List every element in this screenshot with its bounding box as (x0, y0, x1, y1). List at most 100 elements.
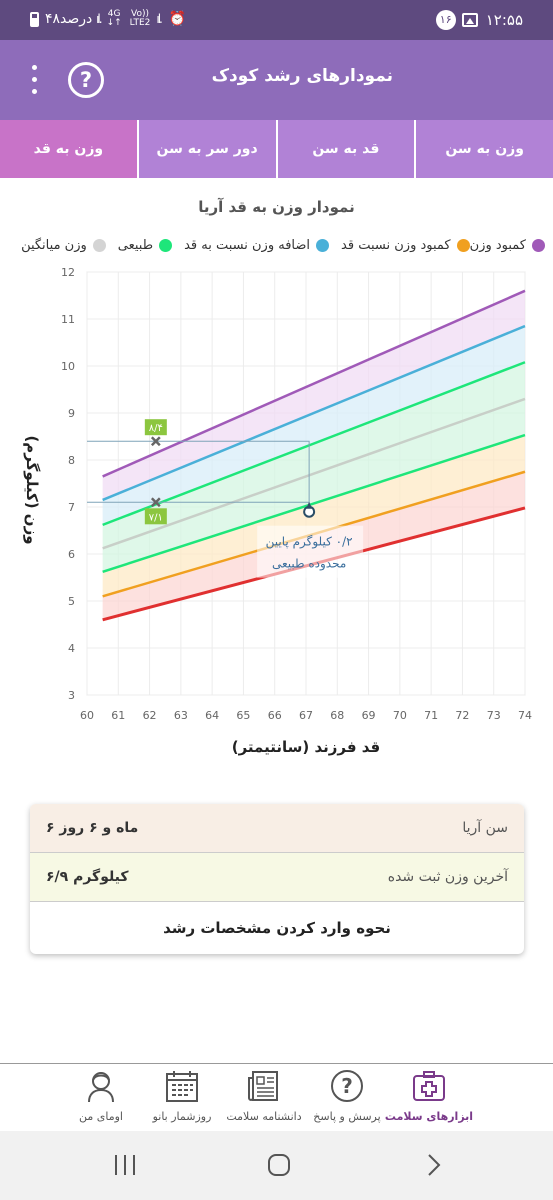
annotation-line-2: محدوده طبیعی (272, 557, 346, 572)
legend-overweight: اضافه وزن نسبت به قد (184, 238, 330, 253)
medkit-icon (413, 1071, 445, 1101)
nav-label: ابزارهای سلامت (384, 1110, 474, 1123)
child-point-pin (306, 501, 313, 509)
nav-encyclopedia[interactable]: دانشنامه سلامت (219, 1068, 309, 1123)
nav-health-tools[interactable]: ابزارهای سلامت (384, 1068, 474, 1123)
band-fill (102, 435, 526, 597)
y-tick-label: 10 (61, 360, 75, 373)
x-tick-label: 74 (518, 709, 532, 722)
legend-label: اضافه وزن نسبت به قد (184, 238, 311, 253)
limit-value-label: ۷/۱ (149, 512, 163, 523)
nav-label: پرسش و پاسخ (313, 1110, 381, 1123)
series-line (102, 289, 526, 478)
x-tick-label: 69 (362, 709, 376, 722)
band-fill (102, 326, 526, 525)
legend-normal: طبیعی (118, 238, 173, 253)
tab-bar: وزن به قد دور سر به سن قد به سن وزن به س… (0, 120, 553, 178)
nav-calendar[interactable]: روزشمار بانو (137, 1068, 227, 1123)
growth-chart: ۸/۴ ۷/۱ ۰/۲ کیلوگرم پایین محدوده طبیعی 60 61 6… (61, 266, 532, 722)
series-line (102, 324, 526, 502)
overflow-menu-icon[interactable] (26, 62, 42, 98)
tab-weight-for-height[interactable]: وزن به قد (0, 120, 137, 178)
chart-title: نمودار وزن به قد آریا (198, 198, 355, 216)
x-tick-label: 61 (111, 709, 125, 722)
x-tick-label: 62 (143, 709, 157, 722)
nav-label: دانشنامه سلامت (226, 1110, 302, 1123)
chart-legend: کمبود وزن کمبود وزن نسبت قد اضافه وزن نس… (9, 238, 545, 253)
person-icon (88, 1072, 114, 1103)
nav-questions[interactable]: ? پرسش و پاسخ (302, 1068, 392, 1123)
tab-height-for-age[interactable]: قد به سن (275, 120, 415, 178)
network-type: 4G ↓↑ (107, 10, 122, 28)
age-value: ۶ ماه و ۶ روز (46, 820, 139, 836)
weight-label: آخرین وزن ثبت شده (387, 869, 508, 885)
nav-profile[interactable]: اومای من (56, 1068, 146, 1123)
legend-dot (92, 239, 106, 252)
x-tick-label: 66 (268, 709, 282, 722)
x-tick-label: 73 (487, 709, 501, 722)
age-row: ۶ ماه و ۶ روز سن آریا (30, 804, 524, 853)
series-line (102, 361, 526, 527)
help-icon[interactable]: ? (68, 62, 104, 98)
svg-text:?: ? (341, 1074, 353, 1098)
signal2-icon: ıl. (156, 12, 163, 26)
home-icon[interactable] (266, 1151, 292, 1179)
weight-row: ۶/۹ کیلوگرم آخرین وزن ثبت شده (30, 853, 524, 902)
status-right: ۱۶ ۱۲:۵۵ (435, 10, 523, 30)
annotation-line-1: ۰/۲ کیلوگرم پایین (266, 535, 353, 550)
y-tick-label: 5 (68, 595, 75, 608)
legend-dot (456, 239, 470, 252)
legend-label: وزن میانگین (21, 238, 87, 253)
question-icon: ? (331, 1070, 363, 1102)
y-tick-label: 3 (68, 689, 75, 702)
y-axis-label-text: وزن (کیلوگرم) (23, 435, 41, 545)
net-top: 4G (107, 9, 121, 19)
nav-label: روزشمار بانو (152, 1110, 212, 1123)
tab-head-for-age[interactable]: دور سر به سن (136, 120, 276, 178)
y-tick-label: 8 (68, 454, 75, 467)
volte-text: Vo)) (131, 9, 150, 19)
clock: ۱۲:۵۵ (485, 11, 523, 29)
notification-badge: ۱۶ (435, 10, 456, 30)
volte-indicator: Vo)) LTE2 (130, 10, 151, 28)
back-icon[interactable] (424, 1151, 444, 1179)
legend-label: کمبود وزن نسبت قد (341, 238, 451, 253)
x-tick-label: 63 (174, 709, 188, 722)
alarm-icon: ⏰ (168, 11, 187, 27)
x-tick-label: 60 (80, 709, 94, 722)
x-tick-label: 68 (330, 709, 344, 722)
band-fill (102, 290, 526, 500)
x-tick-label: 67 (299, 709, 313, 722)
x-tick-label: 72 (455, 709, 469, 722)
legend-label: کمبود وزن (469, 238, 526, 253)
legend-dot (316, 239, 330, 252)
x-tick-label: 65 (236, 709, 250, 722)
y-tick-label: 11 (61, 313, 75, 326)
status-bar: ۴۸درصد ıl. 4G ↓↑ Vo)) LTE2 ıl. ⏰ ۱۶ ۱۲:۵۵ (0, 0, 553, 40)
recent-apps-icon[interactable] (112, 1151, 138, 1179)
legend-underweight-severe: کمبود وزن (470, 238, 545, 253)
growth-entry-help-link[interactable]: نحوه وارد کردن مشخصات رشد (163, 919, 391, 937)
legend-underweight: کمبود وزن نسبت قد (341, 238, 470, 253)
y-tick-label: 6 (68, 548, 75, 561)
reference-line-upper (87, 440, 310, 512)
nav-label: اومای من (79, 1110, 123, 1123)
limit-value-box (144, 508, 167, 525)
weight-value: ۶/۹ کیلوگرم (46, 869, 129, 885)
x-tick-label: 71 (424, 709, 438, 722)
status-left: ۴۸درصد ıl. 4G ↓↑ Vo)) LTE2 ıl. ⏰ (30, 10, 186, 28)
annotation-box (257, 525, 364, 578)
tab-weight-for-age[interactable]: وزن به سن (414, 120, 553, 178)
limit-value-box (144, 419, 167, 436)
legend-dot (532, 239, 545, 252)
y-tick-label: 7 (68, 501, 75, 514)
system-nav-bar (0, 1131, 553, 1200)
calendar-icon (166, 1071, 198, 1102)
bottom-nav: ابزارهای سلامت ? پرسش و پاسخ دانشنامه سل… (0, 1063, 553, 1131)
newspaper-icon (248, 1071, 278, 1101)
app-bar: ? نمودارهای رشد کودک (0, 40, 553, 120)
limit-marker (150, 436, 161, 447)
x-tick-label: 70 (393, 709, 407, 722)
age-label: سن آریا (462, 820, 508, 836)
limit-marker (150, 497, 161, 508)
